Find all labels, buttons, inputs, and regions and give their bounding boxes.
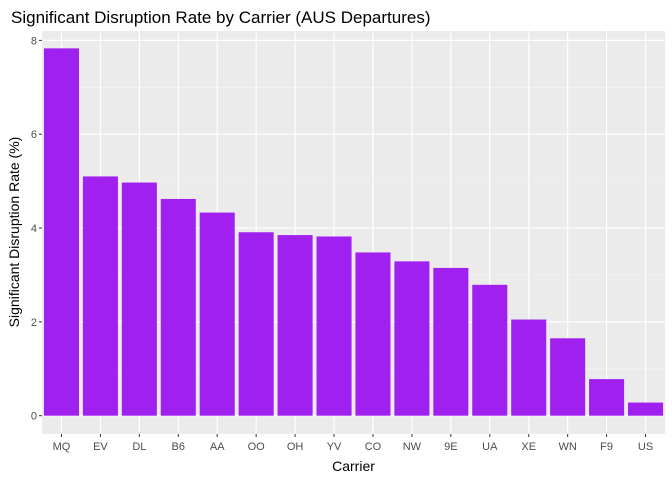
bar-AA: [199, 212, 235, 416]
bar-EV: [82, 176, 118, 416]
x-axis-title: Carrier: [332, 458, 375, 474]
y-tick-label: 6: [31, 129, 37, 141]
x-tick-label: B6: [172, 441, 185, 453]
bar-MQ: [43, 48, 79, 416]
bar-US: [628, 402, 664, 416]
bar-NW: [394, 261, 430, 416]
x-tick-label: 9E: [444, 441, 457, 453]
y-tick-label: 0: [31, 411, 37, 423]
x-tick-label: AA: [210, 441, 225, 453]
x-tick-label: EV: [93, 441, 108, 453]
bar-YV: [316, 236, 352, 416]
x-tick-label: MQ: [53, 441, 71, 453]
bar-OO: [238, 232, 274, 416]
x-tick-label: CO: [365, 441, 382, 453]
x-tick-label: UA: [482, 441, 498, 453]
y-axis: 0 2 4 6 8: [31, 35, 42, 423]
x-tick-label: OH: [287, 441, 304, 453]
bar-DL: [121, 182, 157, 416]
x-tick-label: YV: [327, 441, 342, 453]
y-tick-label: 4: [31, 223, 37, 235]
x-tick-label: US: [638, 441, 653, 453]
y-axis-title: Significant Disruption Rate (%): [6, 137, 22, 328]
y-tick-label: 2: [31, 317, 37, 329]
x-tick-label: OO: [248, 441, 266, 453]
bar-UA: [472, 284, 508, 416]
bar-F9: [589, 379, 625, 416]
x-tick-label: XE: [521, 441, 536, 453]
x-tick-label: DL: [132, 441, 146, 453]
y-tick-label: 8: [31, 35, 37, 47]
bar-9E: [433, 267, 469, 416]
bar-XE: [511, 319, 547, 416]
chart-title: Significant Disruption Rate by Carrier (…: [11, 8, 431, 27]
x-tick-label: F9: [600, 441, 613, 453]
bar-OH: [277, 235, 313, 416]
x-tick-label: WN: [558, 441, 576, 453]
x-tick-label: NW: [403, 441, 422, 453]
bar-CO: [355, 252, 391, 416]
bar-WN: [550, 338, 586, 416]
bars: [43, 48, 664, 416]
x-axis: MQ EV DL B6 AA OO OH YV CO NW 9E UA XE WN F9 US: [53, 434, 653, 453]
bar-B6: [160, 198, 196, 416]
